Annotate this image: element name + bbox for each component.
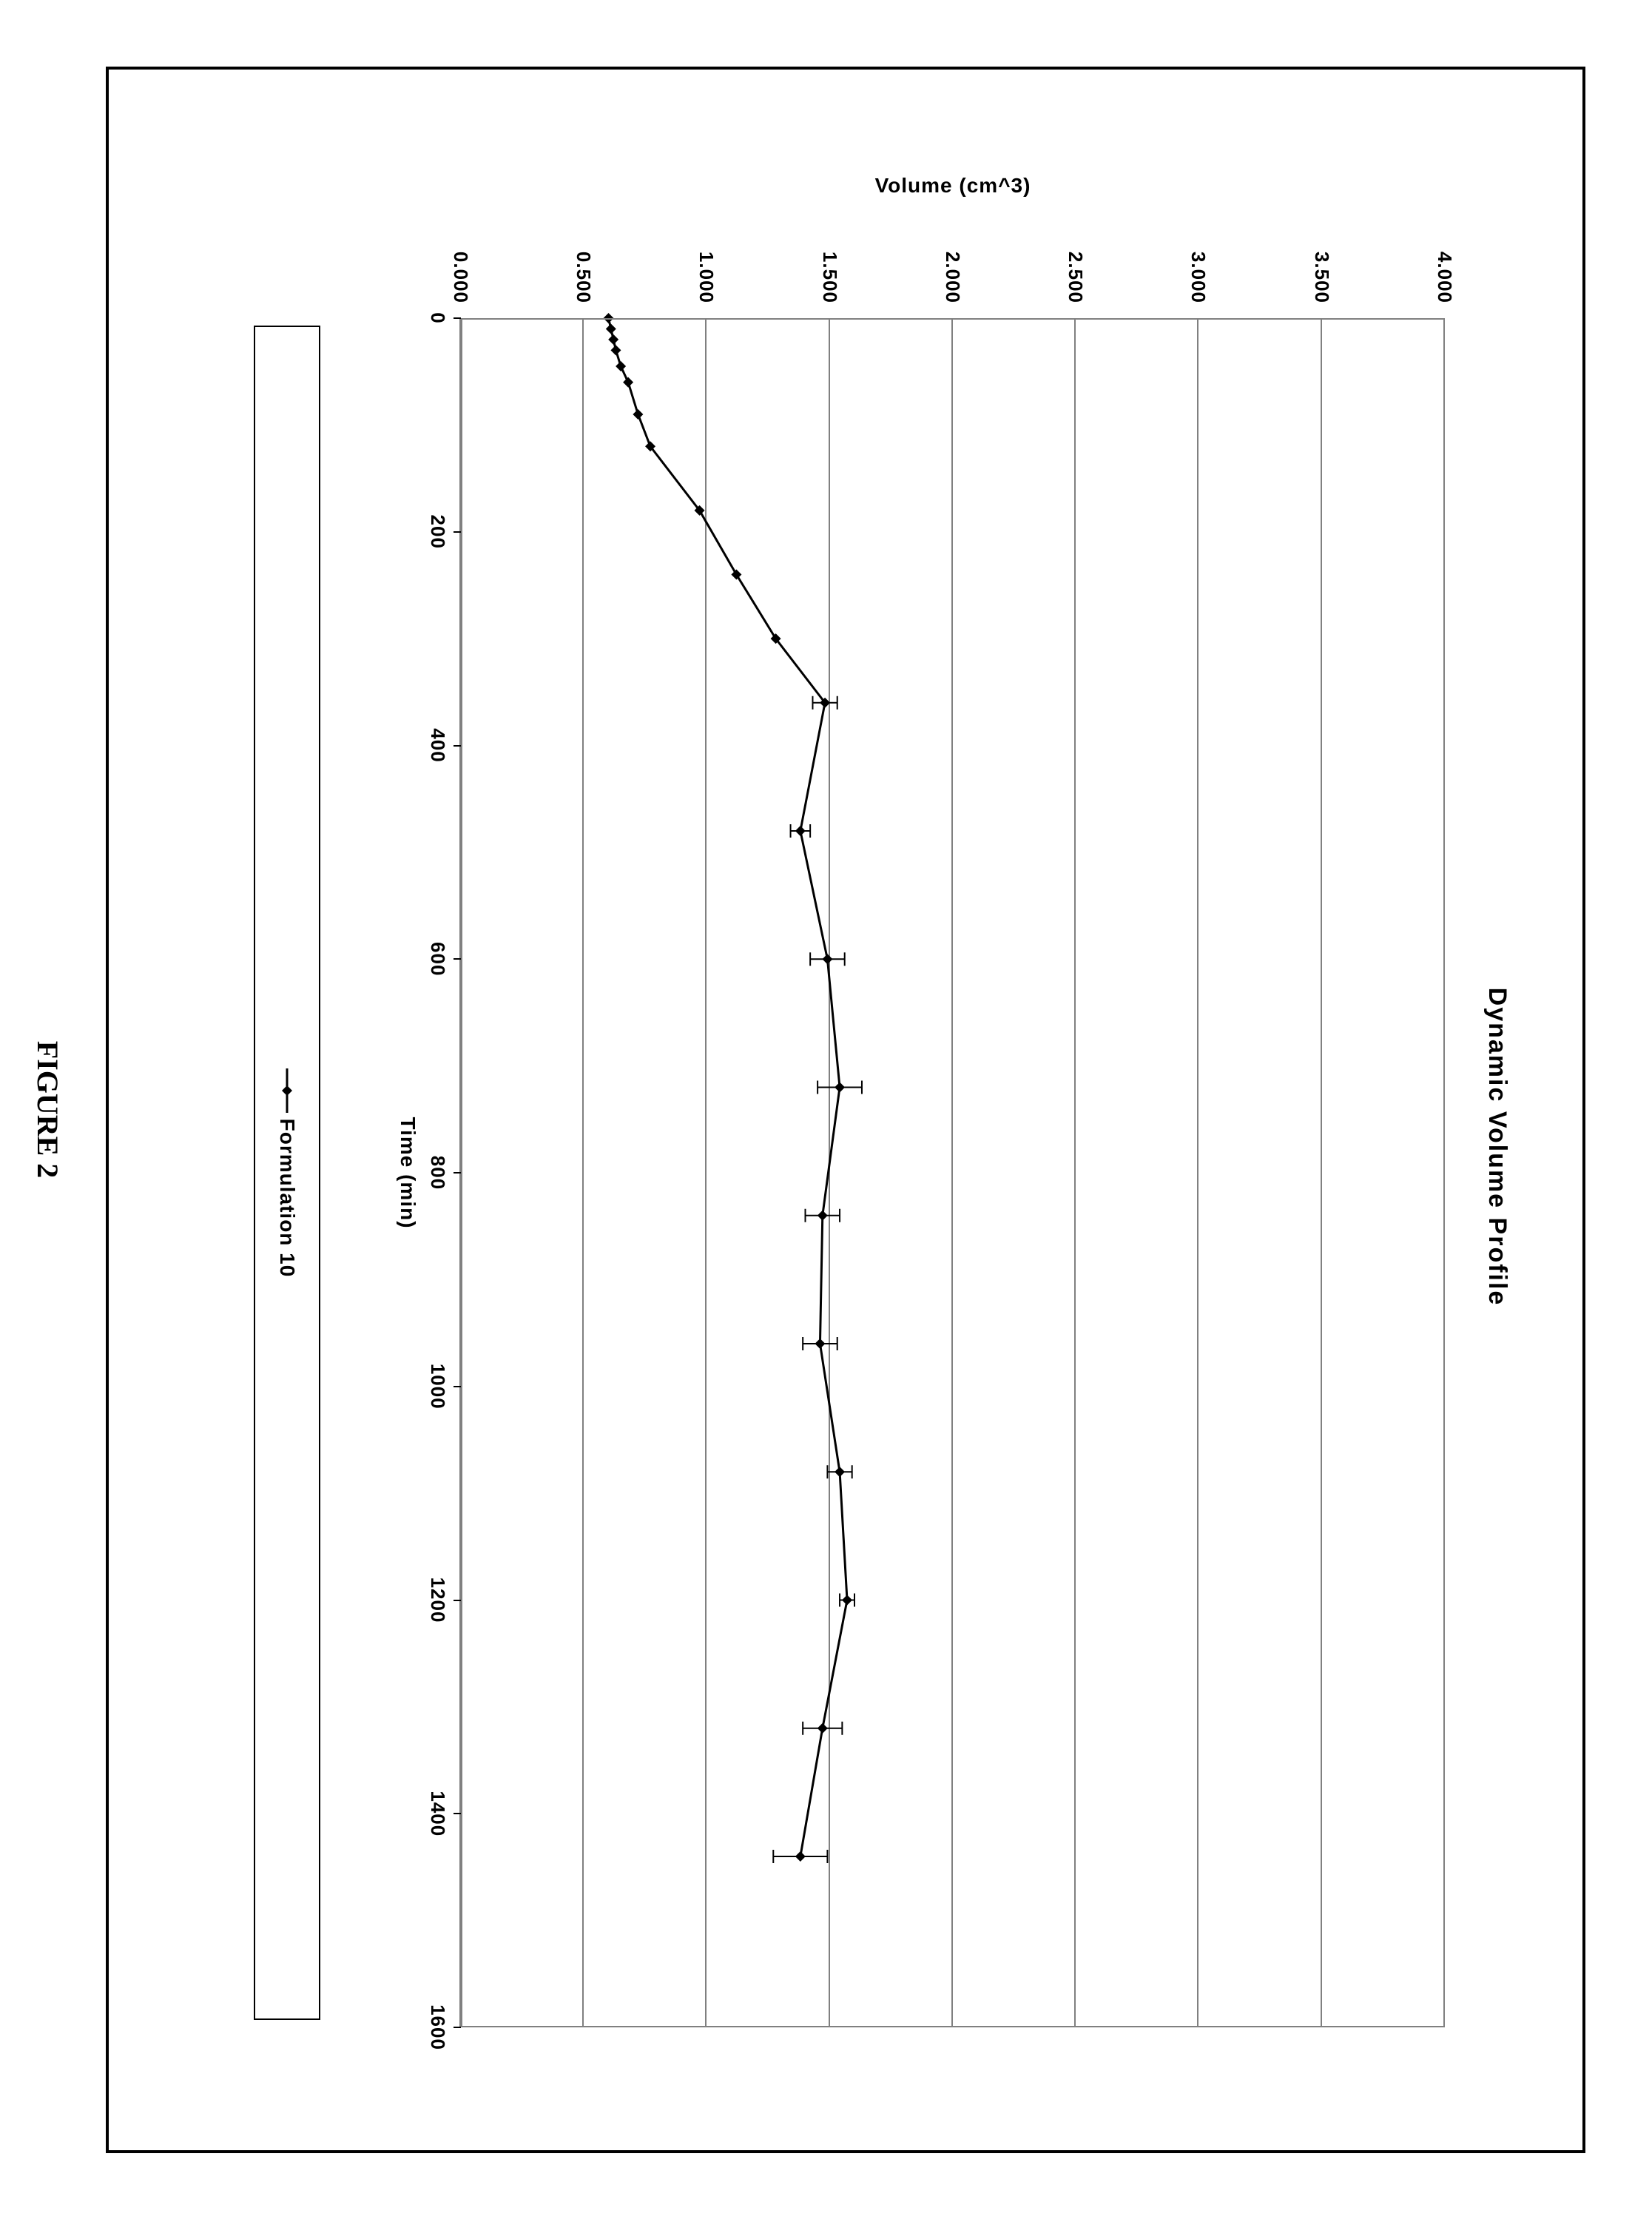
legend-item: Formulation 10 bbox=[275, 1068, 299, 1278]
x-axis-title: Time (min) bbox=[396, 318, 419, 2027]
y-tick-label: 2.500 bbox=[1064, 215, 1087, 303]
y-tick-label: 3.000 bbox=[1187, 215, 1210, 303]
x-tick-label: 1000 bbox=[426, 1342, 449, 1431]
figure-caption: FIGURE 2 bbox=[30, 962, 65, 1258]
x-tick-label: 1400 bbox=[426, 1769, 449, 1858]
y-tick-label: 1.000 bbox=[695, 215, 718, 303]
y-tick-label: 0.500 bbox=[572, 215, 595, 303]
data-series bbox=[461, 318, 1445, 2027]
landscape-wrapper: Dynamic Volume Profile 0.000 0.500 1.000 1.… bbox=[0, 0, 1652, 2219]
y-tick-label: 4.000 bbox=[1433, 215, 1456, 303]
plot-area bbox=[461, 318, 1445, 2027]
legend-label: Formulation 10 bbox=[275, 1119, 299, 1278]
x-tick-label: 1600 bbox=[426, 1983, 449, 2072]
x-tick-label: 200 bbox=[426, 488, 449, 576]
x-tick-label: 800 bbox=[426, 1128, 449, 1217]
x-tick-label: 400 bbox=[426, 701, 449, 790]
x-tick-label: 600 bbox=[426, 915, 449, 1003]
x-tick-label: 0 bbox=[426, 274, 449, 363]
x-tick-label: 1200 bbox=[426, 1556, 449, 1645]
y-axis-title: Volume (cm^3) bbox=[461, 174, 1445, 198]
y-tick-label: 0.000 bbox=[449, 215, 472, 303]
diamond-icon bbox=[280, 1068, 294, 1113]
legend: Formulation 10 bbox=[254, 326, 320, 2020]
y-tick-label: 3.500 bbox=[1310, 215, 1333, 303]
y-tick-label: 2.000 bbox=[941, 215, 964, 303]
y-tick-label: 1.500 bbox=[818, 215, 841, 303]
page: Dynamic Volume Profile 0.000 0.500 1.000 1.… bbox=[0, 0, 1652, 2219]
chart-title: Dynamic Volume Profile bbox=[1483, 925, 1511, 1369]
